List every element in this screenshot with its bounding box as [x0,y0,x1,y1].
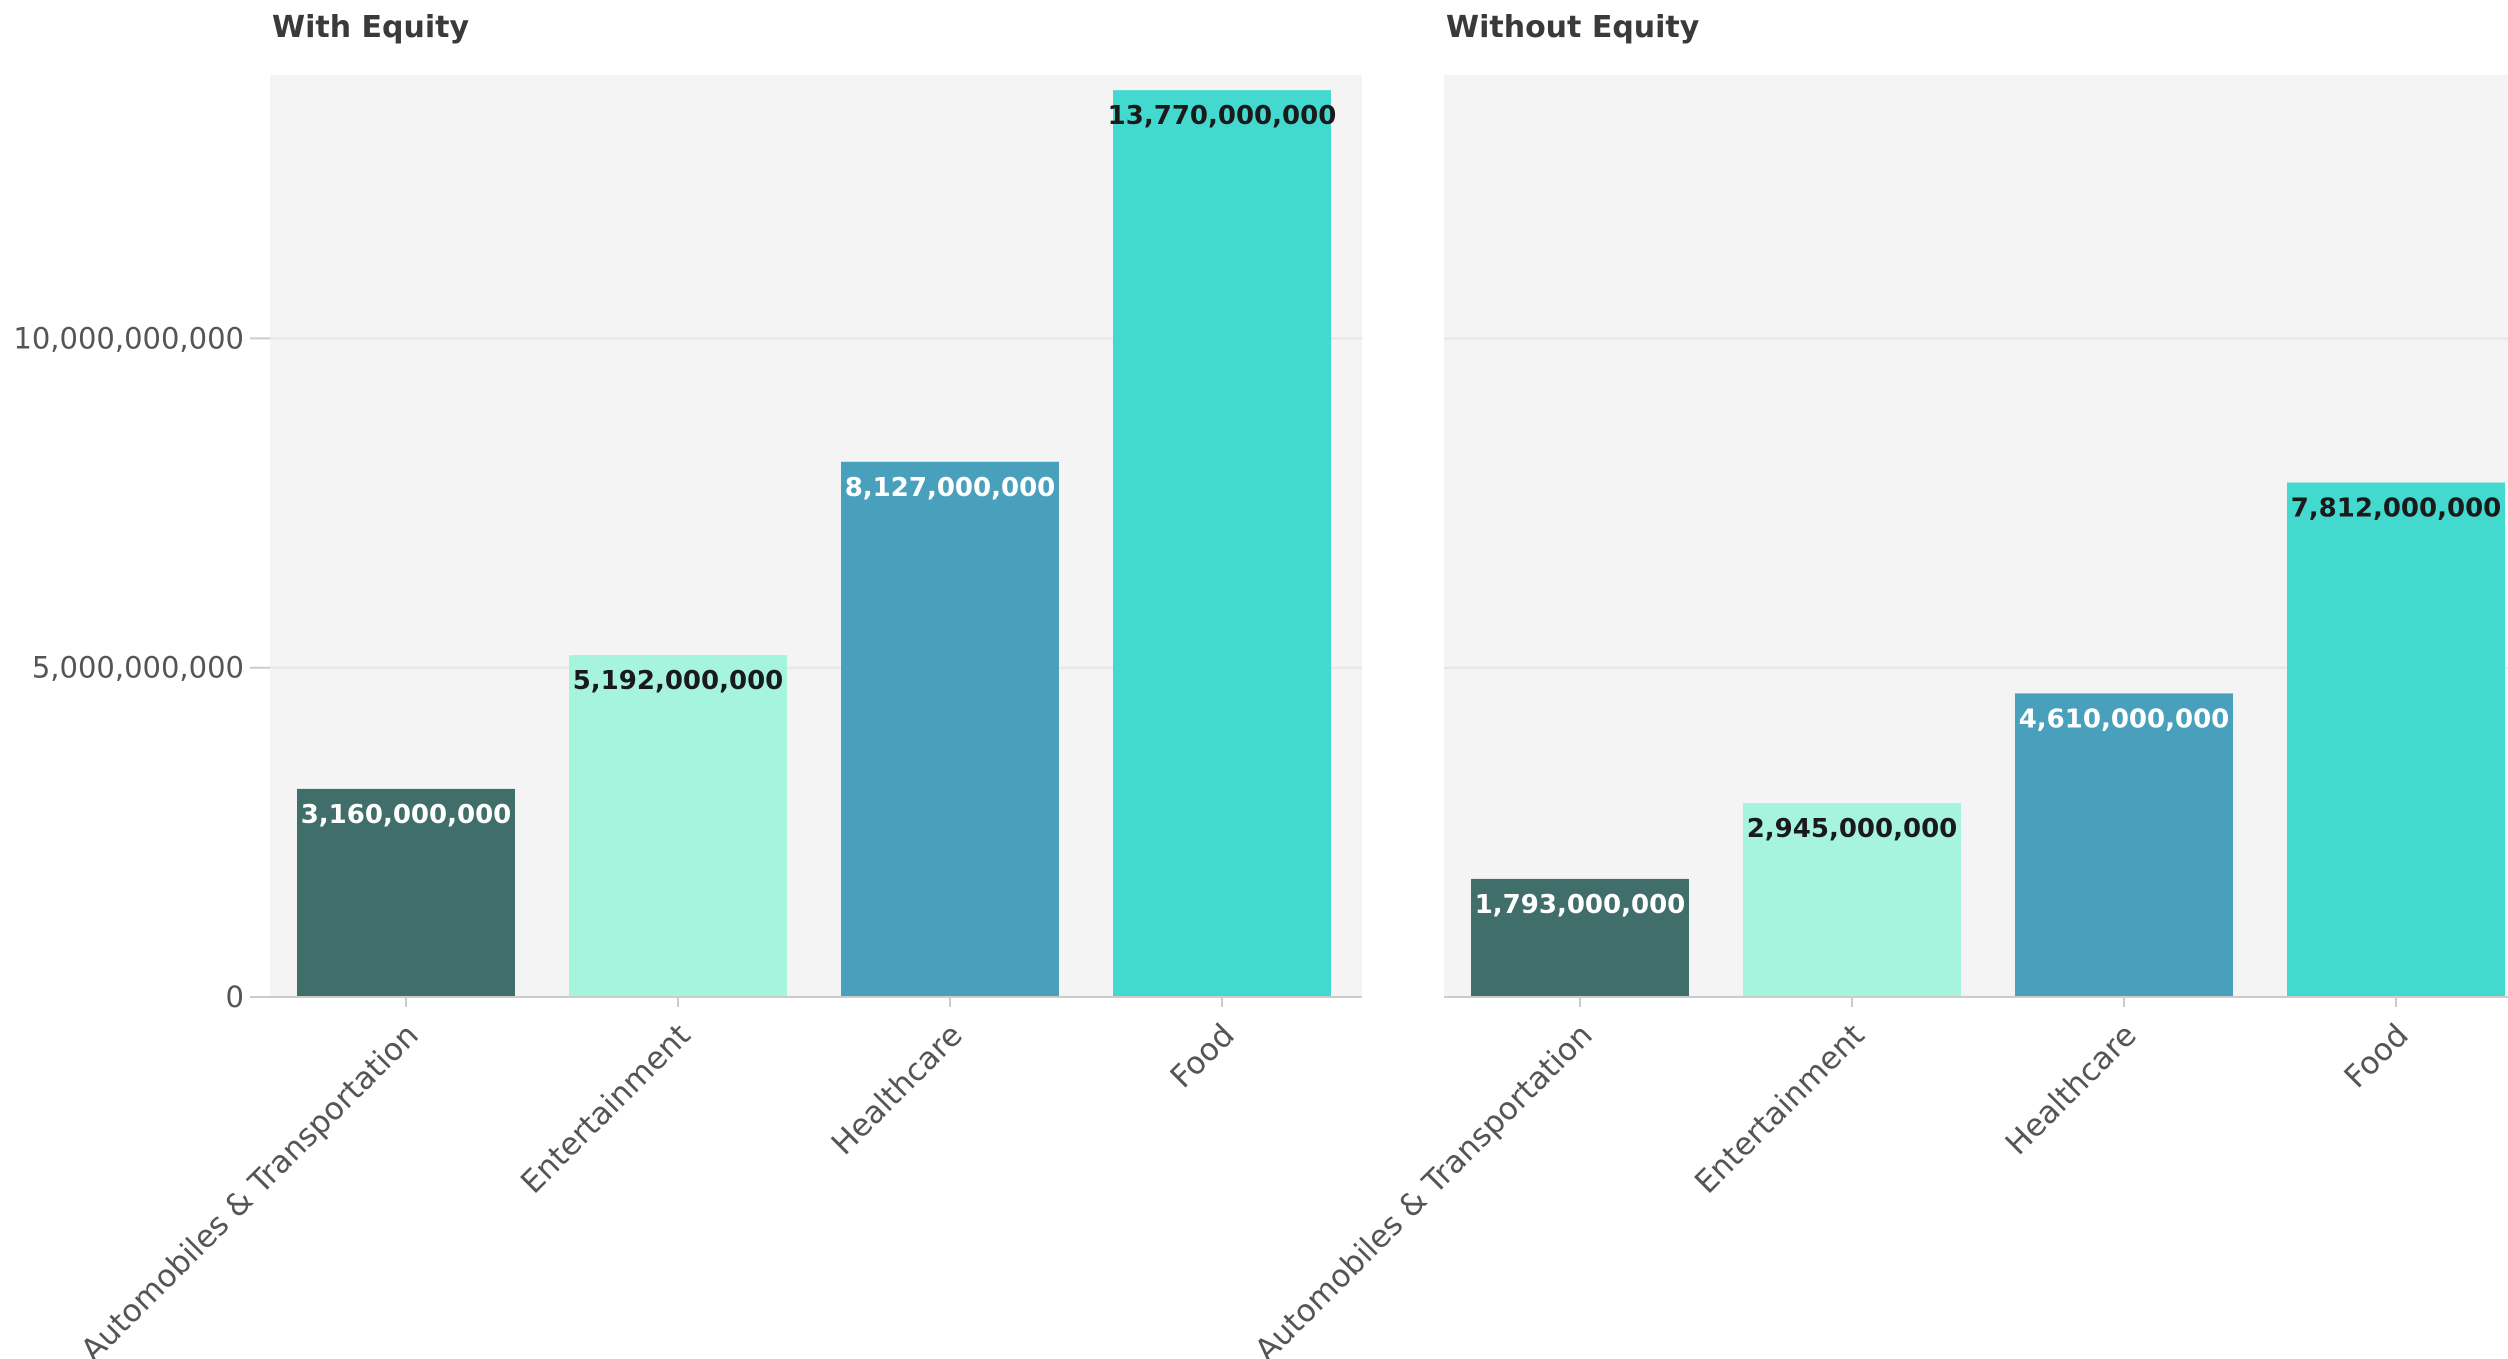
y-tick-label: 0 [226,980,244,1014]
bar-value-label: 3,160,000,000 [301,800,512,830]
x-category-label: Automobiles & Transportation [74,1017,425,1359]
bar-value-label: 1,793,000,000 [1475,890,1686,920]
bar-value-label: 7,812,000,000 [2291,494,2502,524]
chart-panel-2: Without Equity 1,793,000,000 Automobiles &… [1248,10,2508,1359]
x-category-label: Healthcare [825,1017,970,1162]
bar-value-label: 5,192,000,000 [573,666,784,696]
bar-3[interactable] [2015,693,2233,997]
bar-4[interactable] [1113,90,1331,997]
bar-value-label: 4,610,000,000 [2019,704,2230,734]
bar-value-label: 2,945,000,000 [1747,814,1958,844]
panel-title: Without Equity [1446,10,1700,45]
panel-title: With Equity [272,10,469,45]
x-category-label: Entertainment [514,1017,698,1201]
bar-value-label: 13,770,000,000 [1108,101,1337,131]
chart-panel-1: 0 5,000,000,000 10,000,000,000 With Equity 3… [13,10,1362,1359]
y-tick-label: 10,000,000,000 [13,321,244,355]
bar-2[interactable] [1743,803,1961,997]
bar-1[interactable] [1471,878,1689,997]
x-category-label: Automobiles & Transportation [1248,1017,1599,1359]
y-tick-label: 5,000,000,000 [32,651,244,685]
bar-1[interactable] [297,788,515,997]
bar-2[interactable] [569,655,787,997]
x-category-label: Healthcare [1999,1017,2144,1162]
bar-4[interactable] [2287,482,2505,997]
bar-3[interactable] [841,461,1059,997]
x-category-label: Food [2338,1017,2416,1095]
x-category-label: Food [1164,1017,1242,1095]
bar-value-label: 8,127,000,000 [845,473,1056,503]
x-category-label: Entertainment [1688,1017,1872,1201]
